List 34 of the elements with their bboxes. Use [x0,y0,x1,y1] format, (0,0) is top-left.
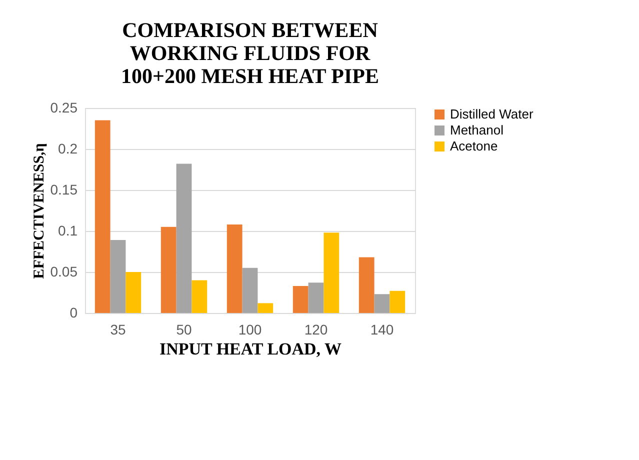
y-tick-label: 0 [70,304,78,320]
bar [324,232,340,313]
x-tick-label: 120 [304,322,328,338]
y-tick-label: 0.05 [50,264,78,280]
y-axis-title: EFFECTIVENESS,η [31,143,48,279]
bar [192,280,208,313]
bar [226,224,242,313]
y-tick-label: 0.1 [58,222,78,238]
legend-label: Methanol [450,122,504,138]
text: WORKING FLUIDS FOR [130,41,370,65]
bar [390,290,406,313]
legend-label: Distilled Water [450,106,534,122]
x-axis-title: INPUT HEAT LOAD, W [159,340,342,358]
y-tick-label: 0.25 [50,100,78,116]
bar [292,286,308,313]
bar [358,257,374,313]
bar [126,272,142,313]
x-tick-label: 140 [370,322,394,338]
bar [242,268,258,313]
text: COMPARISON BETWEEN [122,18,378,42]
y-tick-label: 0.15 [50,182,78,198]
y-tick-label: 0.2 [58,140,78,156]
x-tick-label: 100 [238,322,262,338]
legend-label: Acetone [450,138,498,154]
bar [258,303,274,313]
x-tick-label: 35 [110,322,126,338]
bar [374,294,390,313]
bar [308,282,324,313]
x-tick-label: 50 [176,322,192,338]
bar [94,120,110,313]
text: 100+200 MESH HEAT PIPE [121,64,379,88]
bar [110,240,126,313]
bar [176,164,192,313]
bar [160,226,176,313]
